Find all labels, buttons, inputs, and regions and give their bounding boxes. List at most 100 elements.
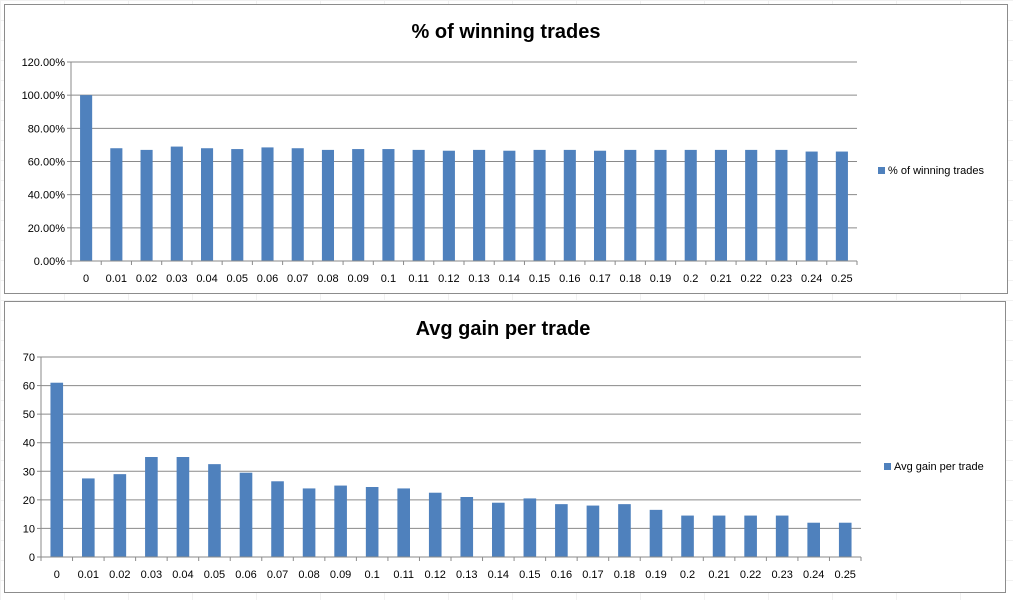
bar[interactable]	[473, 149, 486, 261]
plot-area: 0.00% 20.00% 40.00% 60.00% 80.00% 100.00% 120.…	[22, 57, 858, 285]
bar[interactable]	[838, 522, 852, 557]
x-tick-label: 0.18	[620, 273, 641, 285]
y-tick-label: 40	[23, 438, 35, 450]
x-tick-label: 0.2	[683, 273, 698, 285]
legend[interactable]: % of winning trades	[878, 165, 984, 177]
legend[interactable]: Avg gain per trade	[884, 461, 984, 473]
bar[interactable]	[321, 149, 335, 261]
y-tick-label: 0	[29, 552, 35, 564]
bar[interactable]	[563, 149, 576, 261]
x-tick-label: 0.21	[710, 273, 731, 285]
legend-swatch	[878, 167, 885, 174]
y-tick-label: 20.00%	[28, 223, 66, 235]
bar[interactable]	[231, 149, 244, 261]
avg-gain-chart[interactable]: Avg gain per trade 0 10 20 30 40 50 60 70 0 0.01 0…	[4, 301, 1006, 593]
bar[interactable]	[140, 149, 153, 261]
bar[interactable]	[712, 515, 726, 557]
bar[interactable]	[412, 149, 425, 261]
bar[interactable]	[200, 148, 214, 261]
x-tick-label: 0.14	[488, 569, 509, 581]
x-tick-label: 0.09	[347, 273, 368, 285]
legend-label: Avg gain per trade	[894, 461, 984, 473]
x-tick-label: 0.02	[109, 569, 130, 581]
bar[interactable]	[533, 149, 546, 261]
bar[interactable]	[684, 149, 697, 261]
bar[interactable]	[50, 382, 64, 557]
x-tick-label: 0	[83, 273, 89, 285]
bar[interactable]	[681, 515, 694, 557]
bar[interactable]	[113, 474, 127, 557]
bar[interactable]	[460, 497, 474, 557]
bar[interactable]	[145, 457, 158, 557]
x-tick-label: 0.05	[204, 569, 225, 581]
x-tick-label: 0.06	[257, 273, 278, 285]
x-tick-label: 0.25	[835, 569, 856, 581]
bar[interactable]	[593, 150, 607, 261]
bar[interactable]	[382, 149, 395, 261]
bar[interactable]	[302, 488, 316, 557]
bar[interactable]	[291, 148, 304, 261]
bar[interactable]	[714, 149, 728, 261]
bar[interactable]	[807, 522, 820, 557]
bar[interactable]	[835, 151, 848, 261]
bar[interactable]	[654, 149, 667, 261]
x-tick-label: 0.11	[393, 569, 414, 581]
bar[interactable]	[555, 504, 568, 557]
x-tick-label: 0.13	[468, 273, 489, 285]
x-tick-label: 0.23	[771, 273, 792, 285]
x-tick-label: 0.1	[381, 273, 396, 285]
x-tick-label: 0.01	[78, 569, 99, 581]
bar[interactable]	[80, 95, 93, 262]
x-tick-label: 0.11	[408, 273, 429, 285]
x-tick-label: 0.22	[740, 569, 761, 581]
bar[interactable]	[624, 149, 637, 261]
bar[interactable]	[805, 151, 818, 261]
bar[interactable]	[503, 150, 516, 261]
x-tick-label: 0.09	[330, 569, 351, 581]
x-tick-label: 0.12	[438, 273, 459, 285]
y-tick-label: 80.00%	[28, 123, 66, 135]
bar[interactable]	[649, 509, 663, 557]
bar[interactable]	[334, 485, 347, 557]
bar[interactable]	[397, 488, 410, 557]
bar[interactable]	[170, 146, 183, 261]
x-tick-label: 0.04	[172, 569, 193, 581]
bar[interactable]	[618, 504, 631, 557]
bar[interactable]	[82, 478, 95, 557]
x-tick-label: 0.17	[582, 569, 603, 581]
y-tick-label: 0.00%	[34, 256, 65, 268]
bar[interactable]	[745, 149, 758, 261]
bar[interactable]	[208, 464, 221, 557]
bar[interactable]	[110, 148, 123, 261]
x-tick-label: 0.15	[519, 569, 540, 581]
bar[interactable]	[442, 150, 455, 261]
bar[interactable]	[775, 515, 789, 557]
x-tick-label: 0.05	[227, 273, 248, 285]
bar[interactable]	[365, 487, 379, 557]
bar[interactable]	[428, 492, 442, 557]
x-tick-label: 0.03	[166, 273, 187, 285]
chart-title: Avg gain per trade	[416, 318, 591, 340]
bar[interactable]	[271, 481, 284, 557]
legend-swatch	[884, 463, 891, 470]
x-tick-label: 0	[54, 569, 60, 581]
x-tick-label: 0.07	[267, 569, 288, 581]
bar[interactable]	[261, 147, 274, 261]
bar[interactable]	[586, 505, 600, 557]
bar[interactable]	[775, 149, 788, 261]
chart-title: % of winning trades	[412, 21, 601, 43]
x-tick-label: 0.22	[740, 273, 761, 285]
bar[interactable]	[176, 457, 190, 557]
y-tick-label: 60.00%	[28, 157, 66, 169]
y-tick-label: 40.00%	[28, 190, 66, 202]
bar[interactable]	[239, 472, 253, 557]
bar[interactable]	[744, 515, 757, 557]
bar[interactable]	[492, 502, 505, 557]
x-tick-label: 0.07	[287, 273, 308, 285]
winning-trades-chart[interactable]: % of winning trades 0.00% 20.00% 40.00% 60.…	[4, 4, 1008, 294]
bar[interactable]	[352, 149, 365, 261]
x-tick-label: 0.03	[141, 569, 162, 581]
x-tick-label: 0.08	[298, 569, 319, 581]
bar[interactable]	[523, 498, 537, 557]
